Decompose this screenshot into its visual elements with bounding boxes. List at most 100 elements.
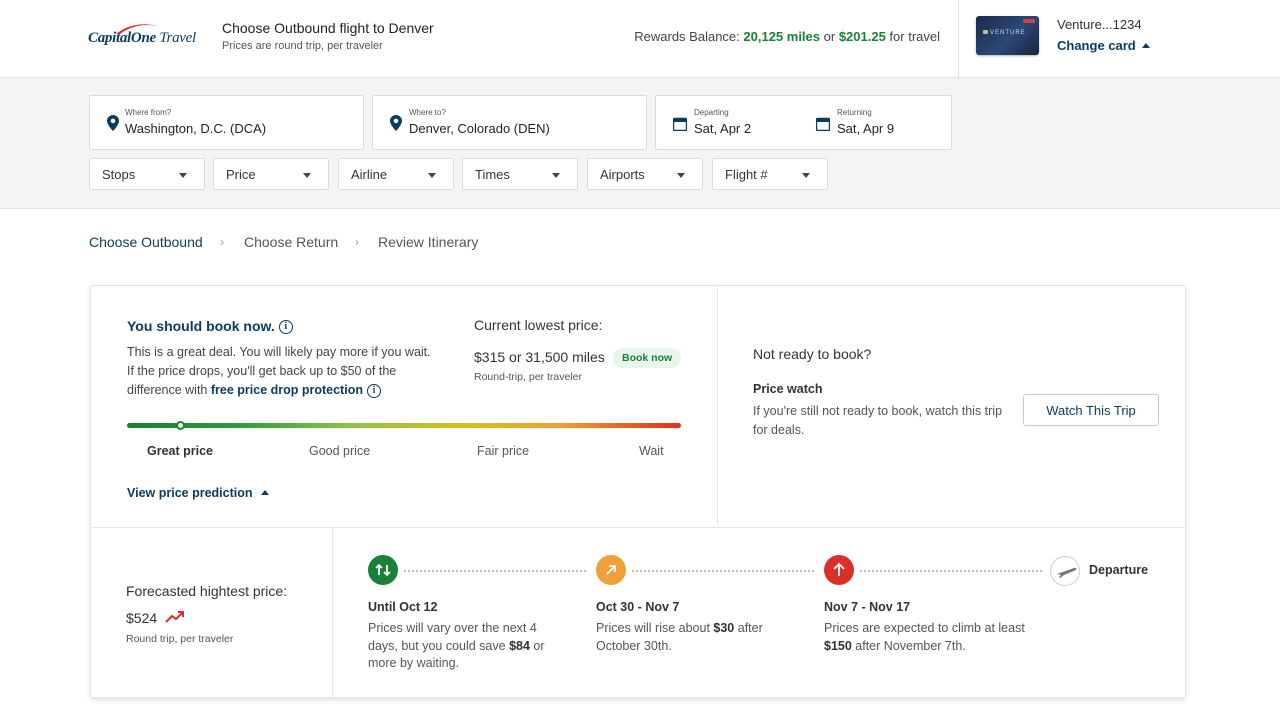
filter-times[interactable]: Times [462,158,578,190]
credit-card-image: VENTURE [976,16,1039,55]
depart-value[interactable]: Sat, Apr 2 [694,121,752,136]
gauge-label-good: Good price [309,444,371,458]
caret-up-icon [260,490,269,495]
filter-label: Airports [600,167,645,182]
rewards-prefix: Rewards Balance: [634,29,744,44]
info-icon[interactable]: i [366,383,381,398]
breadcrumb-choose-return[interactable]: Choose Return [244,234,339,250]
arrow-up-right-icon [606,565,616,575]
filter-airline[interactable]: Airline [338,158,454,190]
gauge-label-fair: Fair price [477,444,530,458]
calendar-icon [673,117,687,131]
dropdown-arrow-icon [677,173,685,178]
search-panel: Where from? Washington, D.C. (DCA) Where… [0,78,1280,209]
breadcrumb-choose-outbound[interactable]: Choose Outbound [89,234,203,250]
timeline-dots [632,570,814,572]
forecast-title: Forecasted hightest price: [126,583,288,599]
timeline-step-amount: $84 [509,638,530,653]
dropdown-arrow-icon [428,173,436,178]
dropdown-arrow-icon [179,173,187,178]
rewards-miles: 20,125 miles [743,29,821,44]
timeline-step-text: after October 30th. [596,621,763,653]
forecast-price: $524 [126,610,158,626]
lowest-price-or: or [505,349,526,365]
filter-flight-number[interactable]: Flight # [712,158,828,190]
price-watch-title: Price watch [753,382,823,396]
timeline-step-text: after November 7th. [851,638,966,653]
change-card-button[interactable]: Change card [1057,38,1150,53]
card-logo-text: VENTURE [990,30,1026,36]
breadcrumb-separator: › [220,235,224,249]
price-gauge-marker [176,421,185,430]
timeline-step-amount: $150 [824,638,852,653]
logo-one: One [130,30,156,46]
return-value[interactable]: Sat, Apr 9 [837,121,895,136]
price-watch-body: If you're still not ready to book, watch… [753,404,1003,437]
dropdown-arrow-icon [303,173,311,178]
lowest-price-miles: 31,500 miles [525,349,605,365]
origin-field[interactable]: Where from? Washington, D.C. (DCA) [89,95,364,150]
lowest-price-title: Current lowest price: [474,317,603,333]
app-header: CapitalOne Travel Choose Outbound flight… [0,0,1280,78]
destination-label: Where to? [409,108,446,117]
price-climb-icon [824,555,854,585]
caret-up-icon [1141,43,1150,48]
destination-field[interactable]: Where to? Denver, Colorado (DEN) [372,95,647,150]
gauge-label-wait: Wait [639,444,664,458]
filter-price[interactable]: Price [213,158,329,190]
timeline-step-label: Oct 30 - Nov 7 [596,600,680,614]
book-now-badge[interactable]: Book now [613,348,682,368]
timeline-step-text: Prices will vary over the next 4 days, b… [368,621,537,653]
recommendation-title-text: You should book now. [127,318,275,334]
header-divider [958,0,959,78]
filter-airports[interactable]: Airports [587,158,703,190]
recommendation-title: You should book now. i [127,318,293,335]
price-gauge-bar [127,423,681,428]
lowest-price: $315 or 31,500 miles [474,349,605,365]
not-ready-title: Not ready to book? [753,346,872,362]
breadcrumb-review-itinerary[interactable]: Review Itinerary [378,234,479,250]
departure-icon [1050,556,1080,586]
logo-text: CapitalOne Travel [88,30,196,47]
calendar-icon [816,117,830,131]
timeline-step-text: or more by waiting. [368,638,545,671]
price-rise-icon [596,555,626,585]
page-title: Choose Outbound flight to Denver [222,20,434,36]
timeline-step-label: Until Oct 12 [368,600,438,614]
timeline-step-amount: $30 [713,621,735,635]
filter-stops[interactable]: Stops [89,158,205,190]
departure-label: Departure [1089,563,1149,577]
info-icon[interactable]: i [278,320,293,335]
dates-field[interactable]: Departing Sat, Apr 2 Returning Sat, Apr … [655,95,952,150]
vertical-divider [332,528,333,699]
lowest-price-subtitle: Round-trip, per traveler [474,371,582,383]
lowest-price-cash: $315 [474,349,506,365]
logo-brand: Capital [88,30,131,46]
view-price-prediction-toggle[interactable]: View price prediction [127,486,269,500]
filter-label: Times [475,167,510,182]
watch-this-trip-button[interactable]: Watch This Trip [1023,394,1159,426]
filter-label: Airline [351,167,388,182]
price-drop-protection-link[interactable]: free price drop protection [210,383,363,397]
breadcrumb-separator: › [355,235,359,249]
timeline-step-body: Prices will vary over the next 4 days, b… [368,620,553,673]
change-card-label: Change card [1057,38,1136,53]
card-name: Venture...1234 [1057,17,1142,32]
capital-one-travel-logo[interactable]: CapitalOne Travel [88,22,198,50]
origin-value: Washington, D.C. (DCA) [125,121,267,136]
timeline-step-text: Prices will rise about [596,621,714,635]
location-pin-icon [107,115,119,131]
card-brand-mark [1023,19,1035,23]
trend-up-icon [165,611,184,623]
airplane-icon [1057,567,1077,578]
rewards-cash: $201.25 [838,29,886,44]
logo-travel: Travel [159,30,196,46]
recommendation-text: This is a great deal. You will likely pa… [127,345,431,397]
arrow-up-icon [833,562,845,576]
page-subtitle: Prices are round trip, per traveler [222,40,383,52]
depart-label: Departing [694,108,729,117]
logo-swoosh-icon [116,24,158,34]
price-prediction-card: You should book now. i This is a great de… [90,285,1187,699]
filter-label: Flight # [725,167,768,182]
origin-label: Where from? [125,108,172,117]
